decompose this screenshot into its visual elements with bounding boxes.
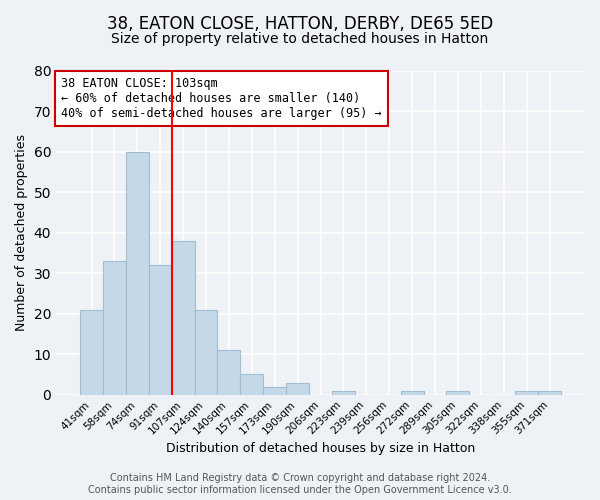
Bar — [446, 390, 469, 394]
Bar — [263, 386, 286, 394]
Y-axis label: Number of detached properties: Number of detached properties — [15, 134, 28, 331]
Bar — [332, 390, 355, 394]
Bar — [194, 310, 217, 394]
Bar — [401, 390, 424, 394]
Bar — [217, 350, 241, 395]
Bar — [538, 390, 561, 394]
Bar — [149, 265, 172, 394]
Text: Contains HM Land Registry data © Crown copyright and database right 2024.
Contai: Contains HM Land Registry data © Crown c… — [88, 474, 512, 495]
Bar — [286, 382, 309, 394]
Text: 38, EATON CLOSE, HATTON, DERBY, DE65 5ED: 38, EATON CLOSE, HATTON, DERBY, DE65 5ED — [107, 15, 493, 33]
Bar — [172, 240, 194, 394]
Bar — [103, 261, 126, 394]
Bar — [80, 310, 103, 394]
Text: 38 EATON CLOSE: 103sqm
← 60% of detached houses are smaller (140)
40% of semi-de: 38 EATON CLOSE: 103sqm ← 60% of detached… — [61, 77, 382, 120]
Bar — [515, 390, 538, 394]
Bar — [241, 374, 263, 394]
Bar — [126, 152, 149, 394]
X-axis label: Distribution of detached houses by size in Hatton: Distribution of detached houses by size … — [166, 442, 475, 455]
Text: Size of property relative to detached houses in Hatton: Size of property relative to detached ho… — [112, 32, 488, 46]
